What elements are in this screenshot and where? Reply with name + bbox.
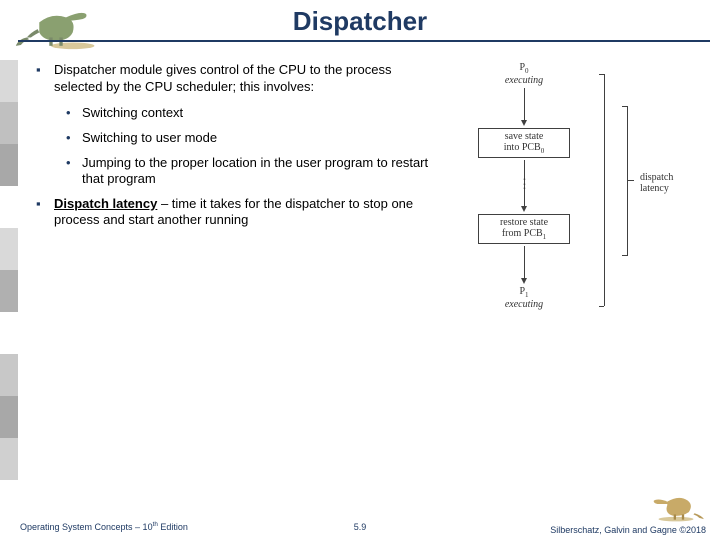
arrow-head-icon bbox=[521, 206, 527, 212]
bullet-marker: • bbox=[66, 155, 82, 188]
brace-label: dispatch latency bbox=[640, 172, 700, 194]
bullet-2-text: Dispatch latency – time it takes for the… bbox=[54, 196, 436, 229]
bracket-tick bbox=[599, 306, 604, 307]
left-color-bar bbox=[0, 60, 18, 480]
node-restore-state: restore statefrom PCB1 bbox=[478, 214, 570, 244]
dinosaur-icon bbox=[646, 490, 706, 522]
brace-nub bbox=[628, 180, 634, 181]
bracket-line bbox=[604, 74, 605, 306]
subbullet-1: • Switching context bbox=[66, 105, 436, 122]
arrow-line bbox=[524, 88, 525, 122]
bullet-2: ▪ Dispatch latency – time it takes for t… bbox=[36, 196, 436, 229]
subbullet-2-text: Switching to user mode bbox=[82, 130, 217, 147]
bullet-marker: ▪ bbox=[36, 196, 54, 229]
content-area: ▪ Dispatcher module gives control of the… bbox=[36, 62, 436, 239]
node-save-state: save stateinto PCB0 bbox=[478, 128, 570, 158]
subbullet-1-text: Switching context bbox=[82, 105, 183, 122]
subbullet-2: • Switching to user mode bbox=[66, 130, 436, 147]
arrow-line bbox=[524, 246, 525, 280]
arrow-head-icon bbox=[521, 278, 527, 284]
arrow-head-icon bbox=[521, 120, 527, 126]
footer-copyright: Silberschatz, Galvin and Gagne ©2018 bbox=[550, 525, 706, 535]
brace-dispatch-latency bbox=[622, 106, 628, 256]
bullet-1-text: Dispatcher module gives control of the C… bbox=[54, 62, 436, 95]
slide-title: Dispatcher bbox=[0, 6, 720, 37]
bullet-marker: • bbox=[66, 105, 82, 122]
bullet-marker: • bbox=[66, 130, 82, 147]
node-p1: P1executing bbox=[492, 286, 556, 310]
bullet-marker: ▪ bbox=[36, 62, 54, 95]
ellipsis-icon: ··· bbox=[516, 174, 532, 198]
bracket-tick bbox=[599, 74, 604, 75]
title-underline bbox=[18, 40, 710, 42]
dispatch-latency-diagram: P0executing save stateinto PCB0 ··· rest… bbox=[454, 62, 708, 354]
term-dispatch-latency: Dispatch latency bbox=[54, 196, 157, 211]
subbullet-3: • Jumping to the proper location in the … bbox=[66, 155, 436, 188]
node-p0: P0executing bbox=[492, 62, 556, 86]
bullet-1: ▪ Dispatcher module gives control of the… bbox=[36, 62, 436, 95]
subbullet-3-text: Jumping to the proper location in the us… bbox=[82, 155, 436, 188]
